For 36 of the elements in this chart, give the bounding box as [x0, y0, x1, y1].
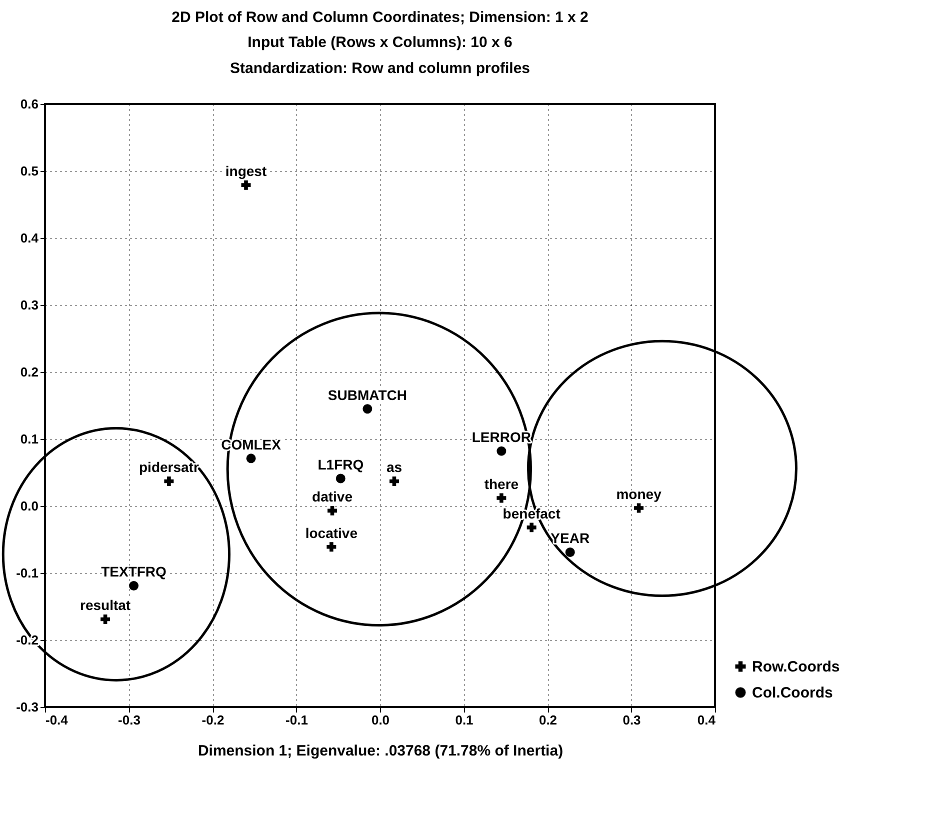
annotation: TEXTFRQ	[101, 564, 167, 580]
annotation: as	[386, 459, 402, 476]
y-tick-label: 0.3	[20, 298, 38, 312]
legend-label: Col.Coords	[752, 684, 833, 702]
annotation: locative	[305, 524, 358, 541]
x-tick-label: 0.3	[622, 712, 641, 728]
x-tick-label: 0.2	[538, 712, 558, 728]
y-tick-label: 0.1	[20, 432, 38, 446]
x-tick-label: -0.1	[286, 712, 308, 728]
annotation: SUBMATCH	[328, 386, 407, 403]
text: Standardization: Row and column profiles	[230, 60, 530, 77]
annotation: YEAR	[550, 530, 590, 546]
annotation: there	[484, 476, 519, 492]
x-tick-label: -0.2	[202, 712, 224, 728]
annotation: pidersatr	[138, 459, 200, 476]
annotation: L1FRQ	[318, 456, 364, 473]
legend-label: Row.Coords	[752, 658, 840, 676]
text: Input Table (Rows x Columns): 10 x 6	[248, 34, 512, 51]
y-tick-label: 0.2	[20, 364, 38, 380]
x-tick-label: 0.0	[371, 712, 390, 728]
y-tick-label: 0.4	[20, 230, 40, 246]
y-tick-label: 0.0	[20, 498, 38, 514]
annotation: dative	[312, 488, 353, 505]
chart-title: 2D Plot of Row and Column Coordinates; Dimension: 1 x 2	[172, 9, 588, 26]
x-tick-label: 0.4	[697, 712, 716, 728]
annotation: ingest	[225, 163, 267, 180]
x-axis-title: Dimension 1; Eigenvalue: .03768 (71.78% of Inertia)	[198, 742, 564, 760]
y-tick-label: -0.3	[16, 700, 38, 714]
y-tick-label: 0.6	[20, 96, 38, 112]
x-tick-label: -0.4	[46, 712, 69, 728]
y-tick-label: -0.1	[16, 566, 38, 580]
x-tick-label: -0.3	[118, 712, 140, 728]
y-tick-label: 0.5	[20, 164, 38, 178]
x-tick-label: 0.1	[455, 712, 474, 728]
annotation: money	[616, 486, 662, 502]
annotation: resultat	[80, 597, 131, 614]
